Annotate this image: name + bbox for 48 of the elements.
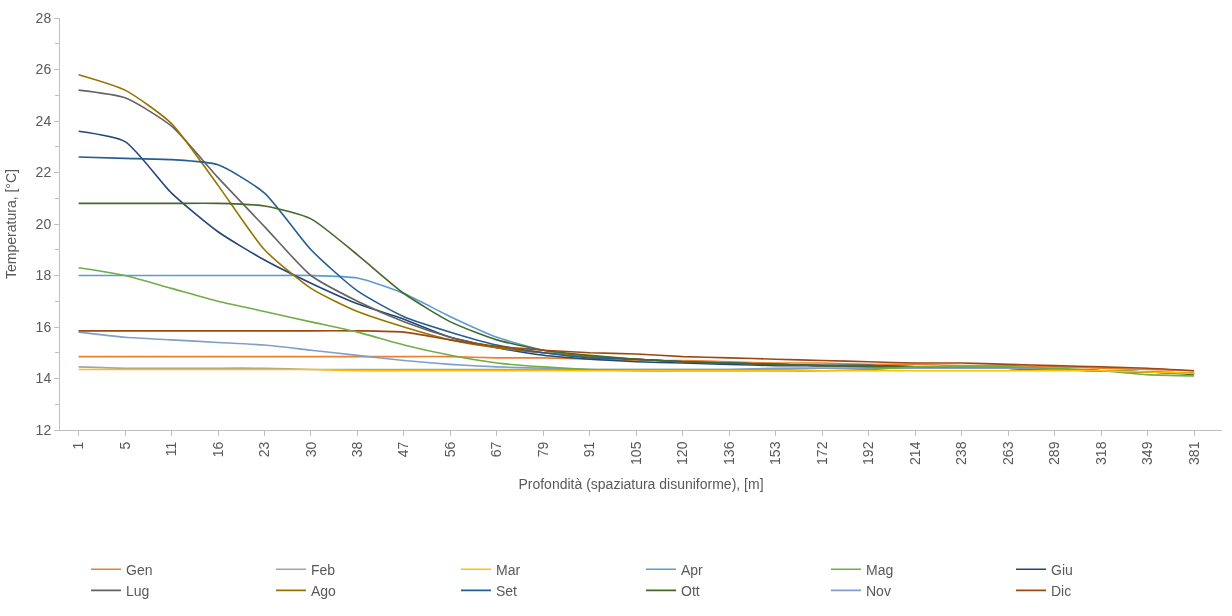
legend-label: Set	[496, 582, 518, 599]
x-tick-label: 47	[395, 441, 412, 458]
x-tick-label: 30	[302, 441, 319, 458]
x-tick-label: 1	[70, 441, 87, 450]
y-tick-label: 28	[35, 9, 52, 26]
y-tick-label: 26	[35, 61, 52, 78]
y-tick-label: 12	[35, 421, 52, 438]
legend-label: Nov	[866, 582, 891, 599]
legend-label: Apr	[681, 561, 704, 578]
x-tick-label: 5	[116, 441, 133, 450]
x-tick-label: 23	[256, 441, 273, 458]
x-tick-label: 192	[860, 441, 877, 465]
legend-label: Ago	[311, 582, 337, 599]
legend-label: Gen	[126, 561, 153, 578]
y-tick-label: 24	[35, 112, 52, 129]
x-tick-label: 263	[999, 441, 1016, 465]
x-tick-label: 67	[488, 441, 505, 458]
x-tick-label: 289	[1046, 441, 1063, 465]
legend-label: Ott	[681, 582, 700, 599]
x-tick-label: 79	[534, 441, 551, 458]
x-tick-label: 91	[581, 441, 598, 458]
x-tick-label: 11	[163, 441, 180, 457]
y-tick-label: 20	[35, 215, 52, 232]
y-axis-title: Temperatura, [°C]	[3, 169, 20, 279]
x-tick-label: 349	[1139, 441, 1156, 465]
y-tick-label: 14	[35, 370, 52, 387]
x-tick-label: 16	[209, 441, 226, 458]
x-tick-label: 238	[953, 441, 970, 465]
x-tick-label: 153	[767, 441, 784, 465]
legend-label: Dic	[1051, 582, 1072, 599]
legend-label: Giu	[1051, 561, 1073, 578]
x-tick-label: 38	[349, 441, 366, 458]
legend-label: Feb	[311, 561, 336, 578]
y-tick-label: 18	[35, 267, 52, 284]
x-tick-label: 318	[1092, 441, 1109, 465]
legend-label: Lug	[126, 582, 150, 599]
legend-label: Mag	[866, 561, 894, 578]
x-tick-label: 381	[1185, 441, 1202, 465]
x-tick-label: 214	[906, 441, 923, 465]
x-tick-label: 172	[813, 441, 830, 465]
y-tick-label: 22	[35, 164, 52, 181]
x-tick-label: 136	[720, 441, 737, 465]
legend-label: Mar	[496, 561, 521, 578]
x-axis-title: Profondità (spaziatura disuniforme), [m]	[518, 476, 764, 493]
x-tick-label: 120	[674, 441, 691, 465]
x-tick-label: 105	[627, 441, 644, 465]
x-tick-label: 56	[441, 441, 458, 458]
y-tick-label: 16	[35, 318, 52, 335]
